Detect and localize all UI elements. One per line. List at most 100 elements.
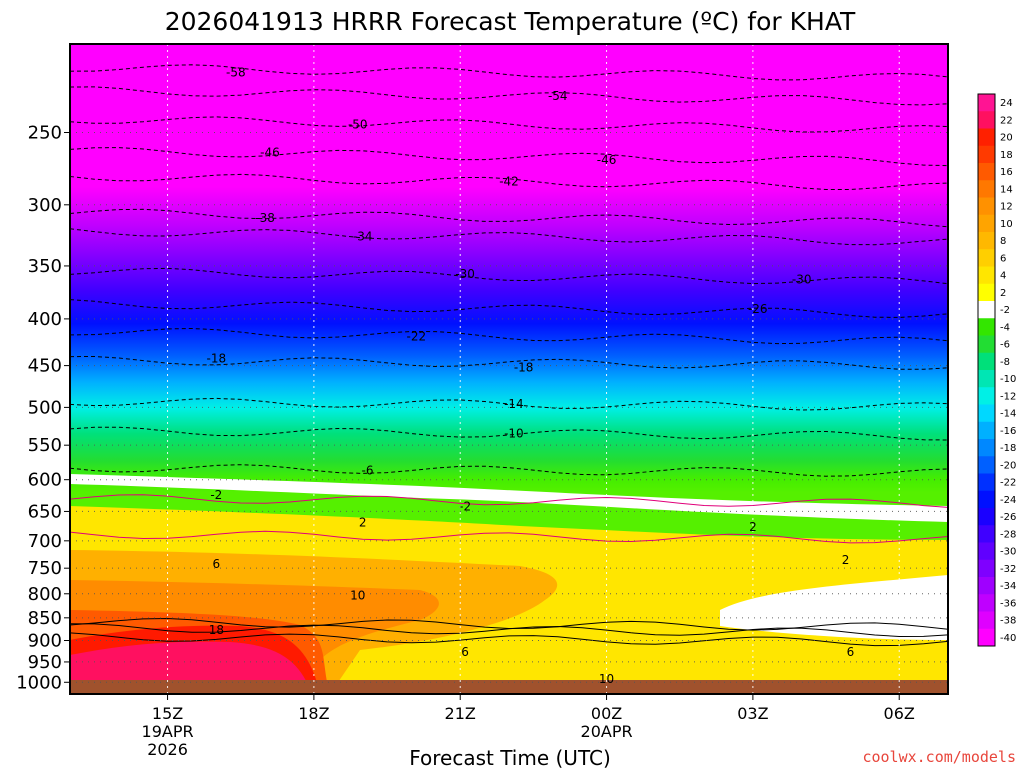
colorbar-swatch xyxy=(978,232,995,250)
x-tick-label: 15Z xyxy=(152,704,183,723)
colorbar-swatch xyxy=(978,387,995,405)
colorbar-label: 8 xyxy=(1000,236,1006,247)
colorbar-label: 4 xyxy=(1000,271,1006,282)
colorbar-label: -6 xyxy=(1000,340,1010,351)
colorbar-label: -16 xyxy=(1000,426,1016,437)
colorbar-label: 14 xyxy=(1000,184,1013,195)
contour-label: -2 xyxy=(210,488,222,502)
contour-label: 2 xyxy=(842,553,850,567)
x-tick-date: 20APR xyxy=(581,722,633,741)
colorbar-label: 20 xyxy=(1000,133,1013,144)
colorbar-label: -2 xyxy=(1000,305,1010,316)
surface-ground xyxy=(70,680,948,694)
colorbar: 24 22 20 18 16 14 12 10 8 6 4 2 -2 -4 -6 -8 -10 -12 -14 -16… xyxy=(977,93,1016,647)
colorbar-label: 18 xyxy=(1000,150,1013,161)
colorbar-frame xyxy=(977,93,996,647)
colorbar-swatch xyxy=(978,266,995,285)
colorbar-swatch xyxy=(978,145,995,164)
y-tick-label: 650 xyxy=(28,501,62,522)
colorbar-label: -40 xyxy=(1000,633,1016,644)
colorbar-label: -10 xyxy=(1000,374,1016,385)
y-tick-label: 900 xyxy=(28,630,62,651)
colorbar-swatch xyxy=(978,352,995,371)
colorbar-label: -34 xyxy=(1000,581,1016,592)
freezing-band-white xyxy=(70,474,948,522)
colorbar-swatch xyxy=(978,128,995,147)
colorbar-label: 10 xyxy=(1000,219,1013,230)
contour-label: 6 xyxy=(213,557,221,571)
y-tick-label: 850 xyxy=(28,608,62,629)
y-tick-label: 450 xyxy=(28,356,62,377)
contour-label: 10 xyxy=(350,588,365,602)
colorbar-label: -14 xyxy=(1000,409,1016,420)
contour-label: -46 xyxy=(597,153,617,167)
colorbar-label: 22 xyxy=(1000,115,1013,126)
colorbar-swatch xyxy=(978,404,995,423)
x-tick-label: 06Z xyxy=(884,704,915,723)
y-tick-label: 950 xyxy=(28,652,62,673)
x-axis-label: Forecast Time (UTC) xyxy=(409,746,611,768)
colorbar-label: -20 xyxy=(1000,460,1016,471)
x-tick-date: 19APR xyxy=(142,722,194,741)
pressure-axis: 2503003504004505005506006507007508008509… xyxy=(16,122,70,693)
colorbar-swatch xyxy=(978,283,995,302)
y-tick-label: 300 xyxy=(28,195,62,216)
contour-label: -30 xyxy=(792,272,812,286)
colorbar-swatch xyxy=(978,335,995,354)
colorbar-label: 6 xyxy=(1000,253,1006,264)
colorbar-swatch xyxy=(978,473,995,492)
colorbar-label: -12 xyxy=(1000,391,1016,402)
contour-label: -18 xyxy=(207,351,227,365)
colorbar-label: -26 xyxy=(1000,512,1016,523)
y-tick-label: 500 xyxy=(28,397,62,418)
colorbar-label: 16 xyxy=(1000,167,1013,178)
contour-line xyxy=(70,494,948,508)
x-tick-label: 00Z xyxy=(591,704,622,723)
colorbar-label: -30 xyxy=(1000,547,1016,558)
colorbar-label: -4 xyxy=(1000,322,1010,333)
colorbar-label: 2 xyxy=(1000,288,1006,299)
contour-label: -30 xyxy=(455,267,475,281)
contour-label: 6 xyxy=(461,645,469,659)
plot-frame xyxy=(69,43,949,695)
contour-label: 2 xyxy=(359,515,367,529)
colorbar-swatch xyxy=(978,94,995,112)
colorbar-swatch xyxy=(978,318,995,336)
colorbar-swatch xyxy=(978,542,995,561)
x-tick-year: 2026 xyxy=(147,740,188,759)
colorbar-label: -18 xyxy=(1000,443,1016,454)
y-tick-label: 550 xyxy=(28,435,62,456)
contour-labels: -58-54-50-46-46-42-38-34-30 -30-26-22-18-… xyxy=(207,66,855,686)
colorbar-label: -32 xyxy=(1000,564,1016,575)
contour-label: -34 xyxy=(353,230,373,244)
contour-label: -18 xyxy=(514,360,534,374)
contour-label: -14 xyxy=(504,397,524,411)
y-tick-label: 350 xyxy=(28,256,62,277)
contour-label: -54 xyxy=(548,89,568,103)
contour-label: 2 xyxy=(749,520,757,534)
colorbar-label: -24 xyxy=(1000,495,1016,506)
temperature-contours xyxy=(70,64,948,647)
contour-label: -42 xyxy=(499,175,519,189)
colorbar-swatch xyxy=(978,214,995,233)
y-tick-label: 400 xyxy=(28,309,62,330)
y-tick-label: 250 xyxy=(28,122,62,143)
y-tick-label: 700 xyxy=(28,531,62,552)
colorbar-label: -22 xyxy=(1000,478,1016,489)
y-tick-label: 750 xyxy=(28,558,62,579)
colorbar-swatch xyxy=(978,525,995,543)
contour-line xyxy=(70,632,948,647)
colorbar-swatch xyxy=(978,249,995,267)
colorbar-label: 24 xyxy=(1000,98,1013,109)
contour-label: -10 xyxy=(504,426,524,440)
colorbar-swatch xyxy=(978,508,995,526)
contour-label: 10 xyxy=(599,672,614,686)
credit-text[interactable]: coolwx.com/models xyxy=(862,748,1016,766)
contour-label: 6 xyxy=(847,645,855,659)
colorbar-swatch xyxy=(978,577,995,595)
contour-label: -46 xyxy=(260,146,280,160)
plot-area xyxy=(70,44,948,694)
colorbar-swatch xyxy=(978,628,995,647)
colorbar-label: -36 xyxy=(1000,598,1016,609)
